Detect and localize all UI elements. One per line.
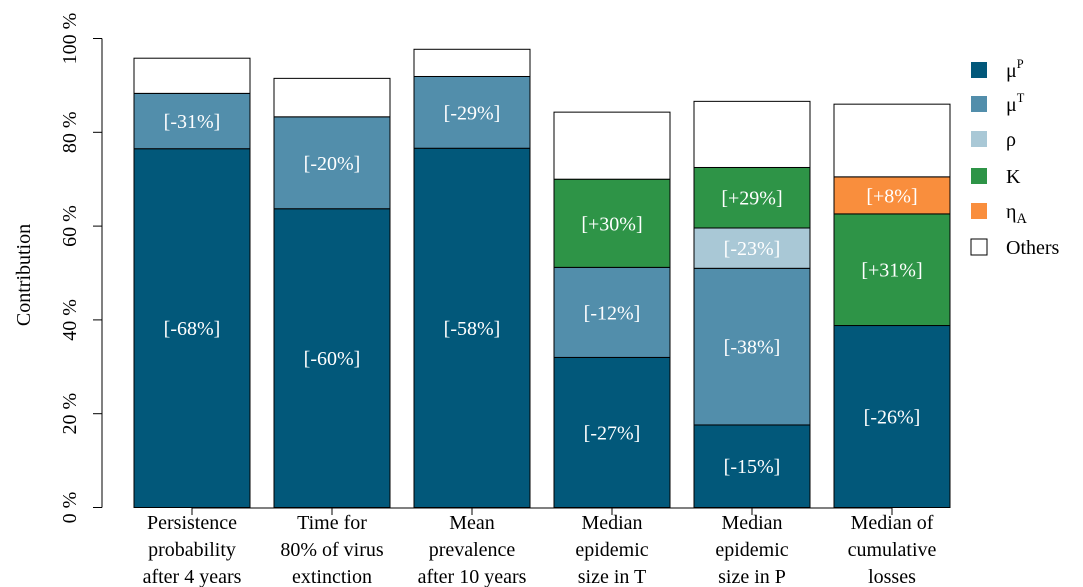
bar-segment-muT: [133, 92, 251, 150]
x-tick-label: Persistence probability after 4 years: [143, 512, 242, 587]
bar-stack: [-15%] [-38%] [-23%] [+29%]: [693, 100, 811, 508]
bar-segment-rho: [693, 227, 811, 269]
bar-segment-muP: [693, 424, 811, 508]
bar-data-label: [-15%]: [724, 456, 781, 478]
bar-segment-muP: [833, 325, 951, 509]
bar-segment-others: [273, 77, 391, 118]
x-axis: Persistence probability after 4 years Time …: [143, 507, 937, 587]
legend-swatch: [970, 238, 988, 256]
bar-data-label: [-31%]: [164, 111, 221, 133]
y-tick-label: 60 %: [59, 205, 81, 247]
legend-swatch: [971, 168, 987, 184]
bar-stack: [-27%] [-12%] [+30%]: [553, 111, 671, 509]
y-tick-label: 100 %: [59, 13, 81, 65]
bar-segment-muP: [553, 356, 671, 509]
bar-data-label: [-23%]: [724, 238, 781, 260]
bar-segment-others: [553, 111, 671, 180]
x-tick-label: Median epidemic size in P: [715, 512, 788, 587]
y-tick-label: 40 %: [59, 299, 81, 341]
x-tick-label: Mean prevalence after 10 years: [418, 512, 527, 587]
bar-segment-others: [693, 100, 811, 168]
legend-swatch: [971, 62, 987, 78]
bar-data-label: [-68%]: [164, 318, 221, 340]
bar-data-label: [-26%]: [864, 407, 921, 429]
legend-item-others: Others: [970, 237, 1060, 259]
bar-segment-muT: [413, 75, 531, 149]
bar-stack: [-26%] [+31%] [+8%]: [833, 103, 951, 509]
bar-data-label: [-12%]: [584, 302, 641, 324]
legend-item-muP: μP: [971, 57, 1024, 82]
bar-segment-others: [133, 57, 251, 94]
bar-segment-K: [833, 213, 951, 327]
legend-item-muT: μT: [971, 91, 1025, 116]
bar-data-label: [-58%]: [444, 318, 501, 340]
y-tick-label: 80 %: [59, 111, 81, 153]
legend-item-rho: ρ: [971, 129, 1016, 151]
legend-item-K: K: [971, 166, 1021, 188]
bar-stack: [-68%] [-31%]: [133, 57, 251, 508]
legend-swatch: [971, 203, 987, 219]
legend-item-etaA: ηA: [971, 201, 1027, 227]
legend-label: μP: [1006, 57, 1024, 82]
x-tick-label: Median epidemic size in T: [575, 512, 648, 587]
x-tick-label: Time for 80% of virus extinction: [280, 512, 384, 587]
bar-segment-muP: [273, 208, 391, 508]
bar-data-label: [-27%]: [584, 422, 641, 444]
bar-segment-muT: [693, 267, 811, 426]
bar-segment-muT: [553, 266, 671, 358]
bar-data-label: [-29%]: [444, 102, 501, 124]
bar-data-label: [+29%]: [721, 188, 782, 210]
bar-segment-others: [413, 48, 531, 77]
y-tick-label: 0 %: [59, 492, 81, 524]
legend-swatch: [971, 96, 987, 112]
bar-data-label: [+31%]: [861, 260, 922, 282]
legend-label: K: [1006, 166, 1021, 188]
bar-data-label: [-20%]: [304, 153, 361, 175]
bar-segment-others: [833, 103, 951, 178]
bar-segment-muP: [413, 147, 531, 508]
y-axis-title: Contribution: [13, 224, 35, 326]
legend-label: ρ: [1006, 129, 1016, 151]
bar-stack: [-58%] [-29%]: [413, 48, 531, 508]
bar-segment-K: [693, 166, 811, 229]
bar-data-label: [-60%]: [304, 348, 361, 370]
legend-label: μT: [1006, 91, 1025, 116]
bars: [-68%] [-31%] [-60%] [-20%] [-58%] [-29%] [-27…: [133, 48, 951, 509]
bar-segment-muT: [273, 116, 391, 210]
x-tick-label: Median of cumulative losses: [848, 512, 937, 587]
y-axis: 0 % 20 % 40 % 60 % 80 % 100 %: [59, 13, 103, 524]
bar-segment-K: [553, 178, 671, 268]
bar-data-label: [-38%]: [724, 337, 781, 359]
legend-label: ηA: [1006, 201, 1027, 227]
legend-label: Others: [1006, 237, 1060, 259]
bar-segment-etaA: [833, 176, 951, 215]
bar-data-label: [+30%]: [581, 213, 642, 235]
bar-stack: [-60%] [-20%]: [273, 77, 391, 508]
y-tick-label: 20 %: [59, 393, 81, 435]
legend-swatch: [971, 131, 987, 147]
bar-data-label: [+8%]: [866, 185, 917, 207]
